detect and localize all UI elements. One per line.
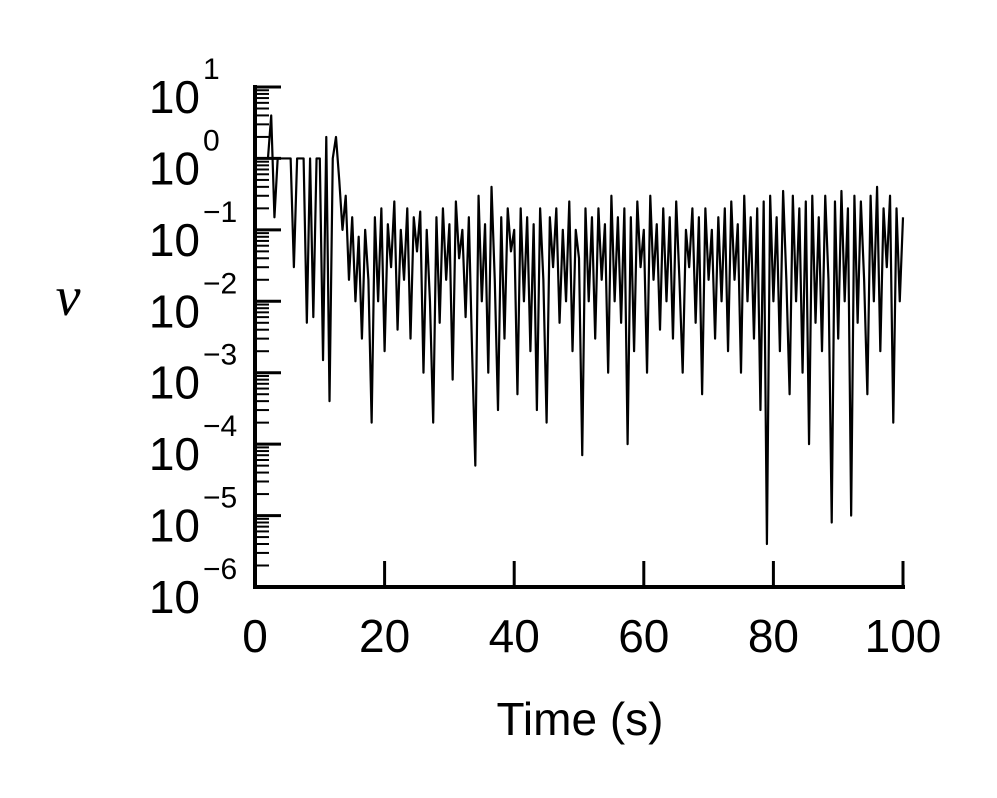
y-tick-label: 10 (149, 214, 200, 266)
y-tick-label: 10 (149, 285, 200, 337)
y-tick-exponent: 1 (203, 53, 220, 86)
y-tick-label: 10 (149, 428, 200, 480)
y-tick-label: 10 (149, 357, 200, 409)
y-tick-exponent: −1 (203, 196, 237, 229)
y-tick-label: 10 (149, 71, 200, 123)
x-tick-label: 60 (618, 610, 669, 662)
y-tick-exponent: −3 (203, 339, 237, 372)
y-tick-exponent: −5 (203, 482, 237, 515)
x-tick-label: 100 (865, 610, 942, 662)
y-tick-exponent: −4 (203, 410, 237, 443)
y-tick-exponent: −2 (203, 267, 237, 300)
y-tick-exponent: −6 (203, 553, 237, 586)
y-tick-exponent: 0 (203, 124, 220, 157)
y-tick-label: 10 (149, 142, 200, 194)
x-tick-label: 0 (242, 610, 268, 662)
y-axis-label: ν (56, 266, 81, 328)
x-tick-label: 20 (359, 610, 410, 662)
y-tick-label: 10 (149, 571, 200, 623)
x-tick-label: 40 (489, 610, 540, 662)
x-axis-label: Time (s) (497, 693, 664, 745)
x-tick-label: 80 (748, 610, 799, 662)
y-tick-label: 10 (149, 500, 200, 552)
data-line (255, 114, 905, 546)
